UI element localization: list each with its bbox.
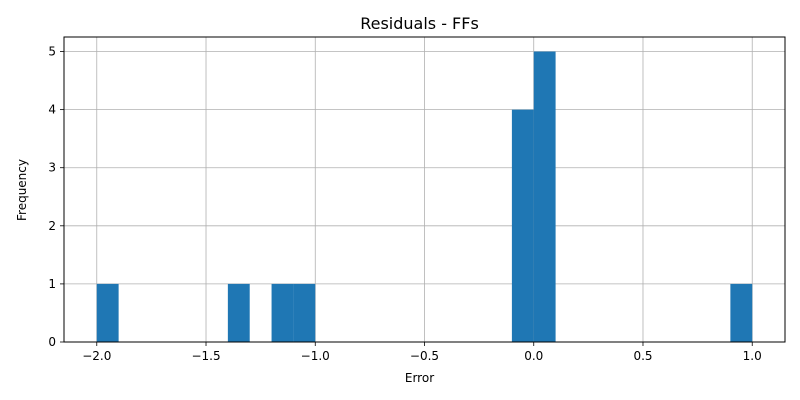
histogram-bar (96, 283, 119, 342)
y-tick-label: 4 (48, 103, 56, 117)
histogram-bar (227, 283, 250, 342)
y-tick-label: 3 (48, 161, 56, 175)
x-axis-ticks: −2.0 −1.5 −1.0 −0.5 0.0 0.5 1.0 (82, 342, 762, 363)
y-tick-label: 1 (48, 277, 56, 291)
x-tick-label: −0.5 (410, 349, 439, 363)
bars (96, 51, 753, 343)
x-tick-label: 0.5 (633, 349, 652, 363)
x-tick-label: −1.0 (301, 349, 330, 363)
y-axis-ticks: 0 1 2 3 4 5 (48, 45, 64, 349)
x-tick-label: 0.0 (524, 349, 543, 363)
x-axis-label: Error (405, 371, 434, 385)
y-tick-label: 0 (48, 335, 56, 349)
y-tick-label: 5 (48, 45, 56, 59)
histogram-bar (511, 109, 534, 342)
chart-title: Residuals - FFs (360, 14, 479, 33)
histogram-bar (293, 283, 316, 342)
histogram-bar (271, 283, 294, 342)
x-tick-label: −2.0 (82, 349, 111, 363)
histogram-bar (533, 51, 556, 343)
y-axis-label: Frequency (15, 159, 29, 221)
x-tick-label: −1.5 (191, 349, 220, 363)
y-tick-label: 2 (48, 219, 56, 233)
x-tick-label: 1.0 (743, 349, 762, 363)
grid (64, 37, 785, 343)
histogram-bar (730, 283, 753, 342)
